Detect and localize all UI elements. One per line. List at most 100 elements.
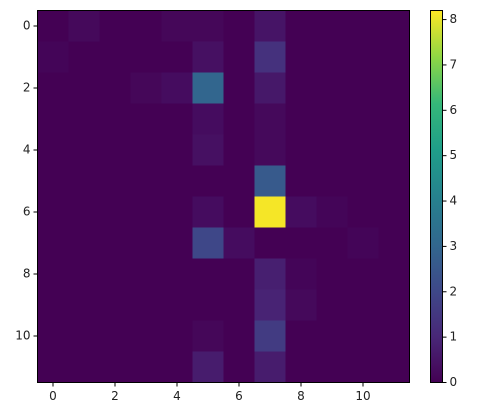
- heatmap-cell: [99, 196, 131, 228]
- heatmap-cell: [254, 320, 286, 352]
- heatmap-cell: [254, 227, 286, 259]
- x-tick-label: 0: [49, 389, 57, 403]
- heatmap-cell: [378, 72, 410, 104]
- heatmap-cell: [347, 165, 379, 197]
- heatmap-cell: [223, 289, 255, 321]
- heatmap-cell: [347, 41, 379, 73]
- heatmap-cell: [223, 72, 255, 104]
- heatmap-cell: [130, 72, 162, 104]
- heatmap-cell: [254, 351, 286, 383]
- heatmap-cell: [347, 196, 379, 228]
- heatmap-cell: [347, 289, 379, 321]
- heatmap-cell: [161, 103, 193, 135]
- heatmap-cell: [37, 103, 69, 135]
- heatmap-cell: [192, 258, 224, 290]
- heatmap-cell: [316, 10, 348, 42]
- heatmap-cell: [192, 351, 224, 383]
- heatmap-cell: [316, 351, 348, 383]
- heatmap-cell: [161, 227, 193, 259]
- heatmap-cell: [285, 165, 317, 197]
- heatmap-cell: [37, 258, 69, 290]
- heatmap-cell: [192, 10, 224, 42]
- colorbar-tick-label: 3: [450, 239, 458, 253]
- heatmap-cell: [161, 320, 193, 352]
- heatmap-cell: [99, 134, 131, 166]
- heatmap-cell: [37, 10, 69, 42]
- heatmap-cell: [223, 10, 255, 42]
- heatmap-cell: [99, 351, 131, 383]
- heatmap-cell: [192, 196, 224, 228]
- heatmap-cell: [130, 41, 162, 73]
- heatmap-cell: [378, 10, 410, 42]
- heatmap-cell: [378, 165, 410, 197]
- heatmap-cell: [130, 258, 162, 290]
- heatmap-cell: [99, 289, 131, 321]
- heatmap-cell: [192, 72, 224, 104]
- heatmap-cell: [223, 227, 255, 259]
- heatmap-cell: [347, 10, 379, 42]
- heatmap-cell: [254, 165, 286, 197]
- heatmap-cell: [285, 134, 317, 166]
- colorbar-tick-label: 8: [450, 12, 458, 26]
- heatmap-cell: [161, 258, 193, 290]
- heatmap-cell: [285, 72, 317, 104]
- heatmap-cell: [192, 227, 224, 259]
- heatmap-cell: [192, 134, 224, 166]
- heatmap-cell: [37, 134, 69, 166]
- heatmap-cell: [316, 72, 348, 104]
- heatmap-cell: [316, 289, 348, 321]
- heatmap-cell: [347, 103, 379, 135]
- heatmap-cell: [68, 320, 100, 352]
- heatmap-cell: [130, 196, 162, 228]
- heatmap-cell: [378, 351, 410, 383]
- heatmap-cell: [285, 103, 317, 135]
- heatmap-cell: [161, 72, 193, 104]
- heatmap-cell: [161, 289, 193, 321]
- heatmap-cell: [378, 227, 410, 259]
- heatmap-cell: [37, 72, 69, 104]
- heatmap-cell: [254, 258, 286, 290]
- heatmap-cell: [285, 351, 317, 383]
- heatmap-cell: [192, 103, 224, 135]
- y-tick-label: 10: [15, 329, 30, 343]
- colorbar-tick-label: 5: [450, 148, 458, 162]
- heatmap-cell: [161, 165, 193, 197]
- heatmap-cell: [254, 72, 286, 104]
- heatmap-cell: [37, 165, 69, 197]
- heatmap-cell: [254, 103, 286, 135]
- heatmap-cell: [68, 258, 100, 290]
- heatmap-cell: [347, 320, 379, 352]
- heatmap-cell: [254, 289, 286, 321]
- heatmap-cell: [130, 134, 162, 166]
- colorbar-tick-label: 0: [450, 375, 458, 389]
- heatmap-cell: [161, 351, 193, 383]
- heatmap-cell: [378, 134, 410, 166]
- heatmap-cell: [254, 134, 286, 166]
- plot-frame: [37, 10, 410, 383]
- heatmap-cell: [37, 227, 69, 259]
- heatmap-cell: [223, 165, 255, 197]
- colorbar-tick-label: 4: [450, 194, 458, 208]
- heatmap-cell: [68, 41, 100, 73]
- y-tick-label: 4: [23, 143, 31, 157]
- heatmap-cell: [99, 258, 131, 290]
- heatmap-cell: [223, 320, 255, 352]
- heatmap-cell: [347, 351, 379, 383]
- heatmap-cell: [285, 41, 317, 73]
- heatmap-cell: [68, 165, 100, 197]
- heatmap-cell: [316, 196, 348, 228]
- heatmap-cell: [37, 351, 69, 383]
- heatmap-cell: [99, 41, 131, 73]
- heatmap-cell: [347, 72, 379, 104]
- colorbar-tick-label: 1: [450, 330, 458, 344]
- x-tick-label: 8: [297, 389, 305, 403]
- heatmap-cell: [378, 258, 410, 290]
- colorbar: [430, 10, 443, 383]
- colorbar-tick-label: 7: [450, 57, 458, 71]
- heatmap-cell: [130, 289, 162, 321]
- heatmap-cell: [378, 41, 410, 73]
- heatmap-cell: [68, 10, 100, 42]
- x-tick-label: 10: [355, 389, 370, 403]
- heatmap-cell: [192, 41, 224, 73]
